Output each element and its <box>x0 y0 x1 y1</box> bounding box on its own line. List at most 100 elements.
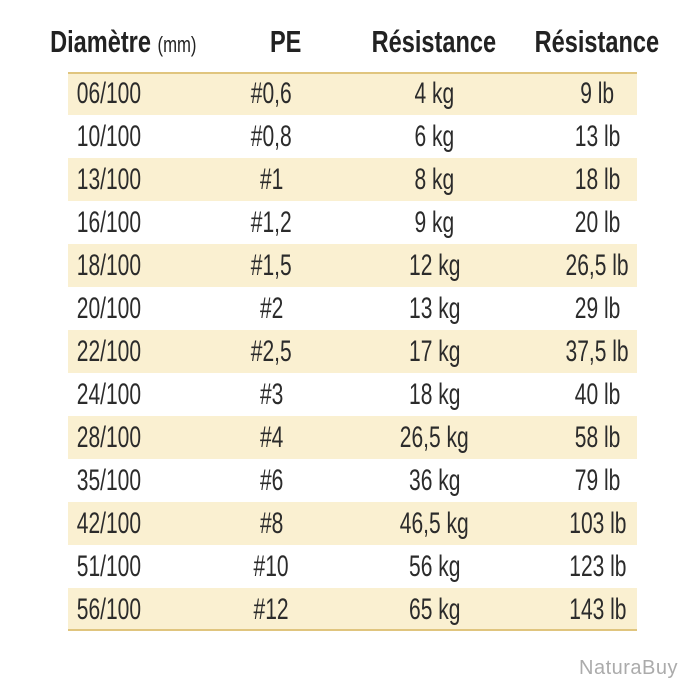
cell-diameter-value: 35/100 <box>76 463 141 497</box>
cell-resistance-lb-value: 123 lb <box>568 549 627 583</box>
cell-diameter: 42/100 <box>27 507 190 541</box>
table-header-row: Diamètre (mm) PE Résistance Résistance <box>27 0 679 72</box>
cell-resistance-kg-value: 8 kg <box>414 162 455 196</box>
cell-resistance-kg: 8 kg <box>353 163 516 197</box>
cell-resistance-lb: 18 lb <box>516 163 679 197</box>
cell-pe-value: #2 <box>259 291 284 325</box>
cell-resistance-lb-value: 18 lb <box>574 162 621 196</box>
table-row: 16/100 #1,2 9 kg 20 lb <box>27 201 679 244</box>
cell-pe-value: #0,8 <box>251 119 292 153</box>
table-row: 56/100 #12 65 kg 143 lb <box>27 588 679 631</box>
table-row: 35/100 #6 36 kg 79 lb <box>27 459 679 502</box>
cell-pe: #0,6 <box>190 77 353 111</box>
naturabuy-watermark: NaturaBuy <box>579 657 678 679</box>
cell-resistance-kg: 12 kg <box>353 249 516 283</box>
cell-pe: #0,8 <box>190 120 353 154</box>
cell-diameter-value: 22/100 <box>76 334 141 368</box>
row-highlight-strip <box>68 244 637 287</box>
cell-resistance-lb: 13 lb <box>516 120 679 154</box>
cell-pe: #1,5 <box>190 249 353 283</box>
cell-diameter-value: 28/100 <box>76 420 141 454</box>
cell-resistance-lb-value: 37,5 lb <box>565 334 630 368</box>
table-row: 13/100 #1 8 kg 18 lb <box>27 158 679 201</box>
cell-resistance-lb-value: 20 lb <box>574 205 621 239</box>
cell-diameter-value: 24/100 <box>76 377 141 411</box>
table-row: 22/100 #2,5 17 kg 37,5 lb <box>27 330 679 373</box>
cell-diameter-value: 42/100 <box>76 506 141 540</box>
cell-diameter: 10/100 <box>27 120 190 154</box>
cell-resistance-kg: 56 kg <box>353 550 516 584</box>
cell-pe: #12 <box>190 593 353 627</box>
cell-resistance-kg: 46,5 kg <box>353 507 516 541</box>
cell-diameter-value: 13/100 <box>76 162 141 196</box>
cell-resistance-lb: 58 lb <box>516 421 679 455</box>
cell-resistance-kg-value: 13 kg <box>408 291 461 325</box>
column-header-pe: PE <box>220 24 352 60</box>
cell-resistance-lb: 29 lb <box>516 292 679 326</box>
cell-diameter: 20/100 <box>27 292 190 326</box>
cell-diameter-value: 16/100 <box>76 205 141 239</box>
row-highlight-strip <box>68 330 637 373</box>
table-body: 06/100 #0,6 4 kg 9 lb 10/100 #0,8 6 kg 1… <box>27 72 679 631</box>
cell-resistance-kg-value: 9 kg <box>414 205 455 239</box>
cell-resistance-lb-value: 58 lb <box>574 420 621 454</box>
cell-pe-value: #2,5 <box>251 334 292 368</box>
cell-resistance-lb-value: 103 lb <box>568 506 627 540</box>
line-spec-table: Diamètre (mm) PE Résistance Résistance 0… <box>27 0 679 631</box>
cell-pe: #1 <box>190 163 353 197</box>
cell-diameter: 56/100 <box>27 593 190 627</box>
cell-diameter: 06/100 <box>27 77 190 111</box>
cell-resistance-lb: 143 lb <box>516 593 679 627</box>
row-highlight-strip <box>68 416 637 459</box>
table-row: 18/100 #1,5 12 kg 26,5 lb <box>27 244 679 287</box>
cell-pe-value: #3 <box>259 377 284 411</box>
cell-pe-value: #12 <box>253 592 290 626</box>
row-highlight-strip <box>68 588 637 631</box>
cell-diameter-value: 06/100 <box>76 76 141 110</box>
column-header-diameter: Diamètre (mm) <box>27 24 220 60</box>
cell-resistance-kg: 26,5 kg <box>353 421 516 455</box>
cell-resistance-kg: 9 kg <box>353 206 516 240</box>
cell-resistance-lb-value: 9 lb <box>580 76 615 110</box>
table-row: 24/100 #3 18 kg 40 lb <box>27 373 679 416</box>
cell-diameter-value: 51/100 <box>76 549 141 583</box>
row-highlight-strip <box>68 158 637 201</box>
cell-resistance-lb: 20 lb <box>516 206 679 240</box>
column-header-resistance-kg: Résistance <box>352 24 516 60</box>
cell-resistance-kg-value: 46,5 kg <box>400 506 469 540</box>
cell-resistance-lb-value: 13 lb <box>574 119 621 153</box>
cell-pe: #2 <box>190 292 353 326</box>
cell-pe-value: #1,5 <box>251 248 292 282</box>
table-row: 06/100 #0,6 4 kg 9 lb <box>27 72 679 115</box>
table-row: 51/100 #10 56 kg 123 lb <box>27 545 679 588</box>
cell-resistance-kg-value: 65 kg <box>408 592 461 626</box>
cell-resistance-lb: 40 lb <box>516 378 679 412</box>
cell-resistance-kg-value: 36 kg <box>408 463 461 497</box>
cell-resistance-kg: 18 kg <box>353 378 516 412</box>
cell-pe-value: #1 <box>259 162 284 196</box>
cell-resistance-kg: 6 kg <box>353 120 516 154</box>
cell-resistance-kg: 13 kg <box>353 292 516 326</box>
cell-pe: #10 <box>190 550 353 584</box>
cell-pe: #6 <box>190 464 353 498</box>
row-highlight-strip <box>68 72 637 115</box>
cell-resistance-kg: 65 kg <box>353 593 516 627</box>
cell-resistance-lb-value: 40 lb <box>574 377 621 411</box>
column-header-resistance-lb: Résistance <box>515 24 679 60</box>
cell-diameter-value: 10/100 <box>76 119 141 153</box>
cell-resistance-kg: 4 kg <box>353 77 516 111</box>
cell-diameter-value: 56/100 <box>76 592 141 626</box>
cell-diameter: 16/100 <box>27 206 190 240</box>
cell-resistance-lb: 26,5 lb <box>516 249 679 283</box>
cell-resistance-lb-value: 79 lb <box>574 463 621 497</box>
cell-diameter: 28/100 <box>27 421 190 455</box>
cell-resistance-kg-value: 4 kg <box>414 76 455 110</box>
column-header-resistance-lb-label: Résistance <box>534 24 660 59</box>
cell-pe-value: #0,6 <box>251 76 292 110</box>
cell-diameter: 24/100 <box>27 378 190 412</box>
cell-resistance-kg-value: 6 kg <box>414 119 455 153</box>
cell-pe: #8 <box>190 507 353 541</box>
cell-resistance-lb: 79 lb <box>516 464 679 498</box>
cell-resistance-kg-value: 26,5 kg <box>400 420 469 454</box>
